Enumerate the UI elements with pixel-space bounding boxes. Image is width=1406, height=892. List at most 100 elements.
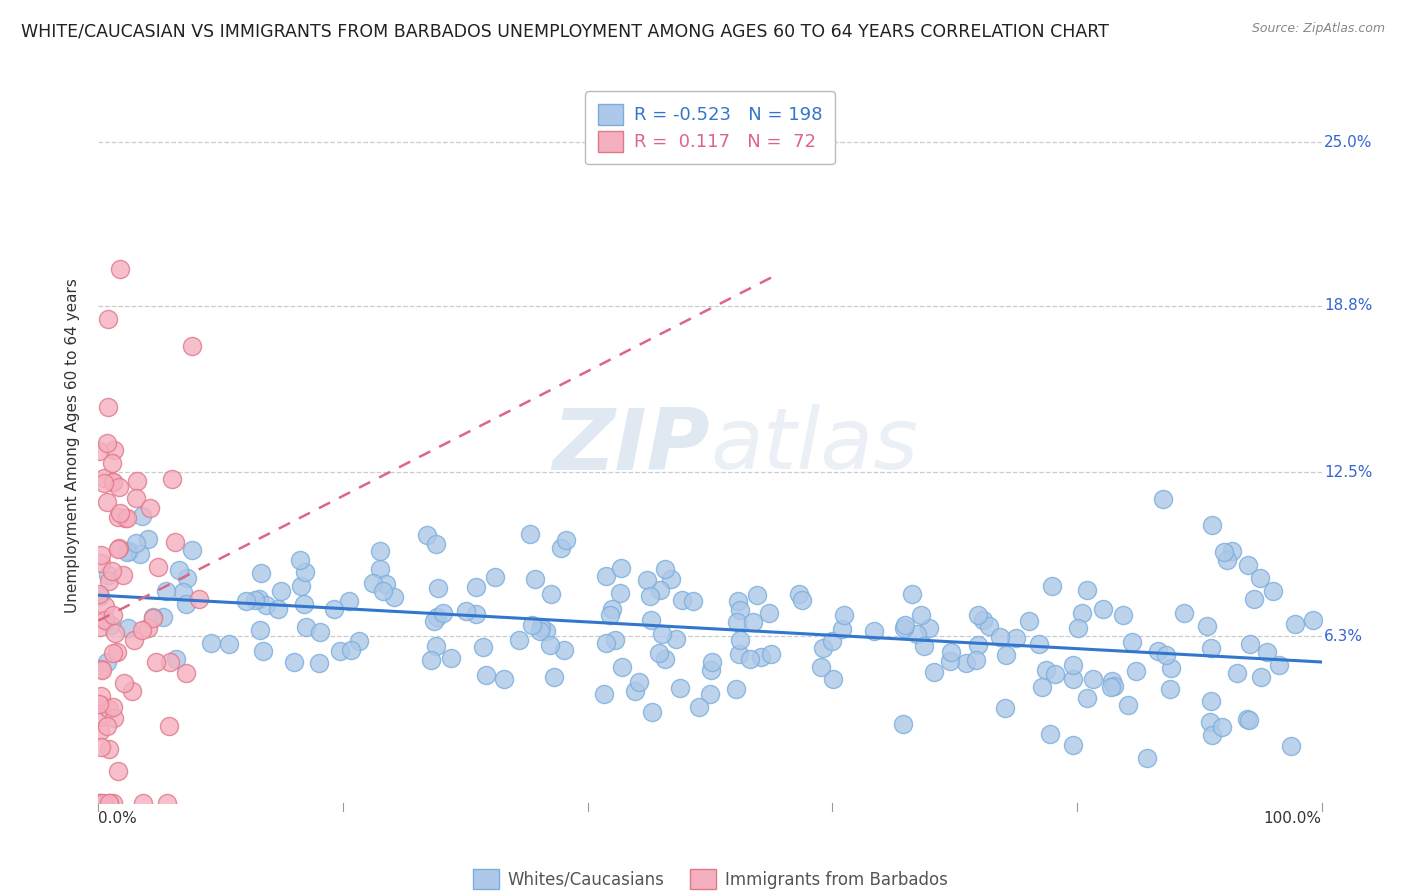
Point — [599, 608, 621, 623]
Point — [155, 583, 177, 598]
Point — [309, 625, 332, 640]
Point — [188, 592, 211, 607]
Point — [426, 581, 449, 595]
Point — [595, 569, 617, 583]
Point — [550, 541, 572, 555]
Point — [1091, 601, 1114, 615]
Point — [294, 619, 316, 633]
Point — [519, 527, 541, 541]
Point — [308, 657, 330, 671]
Point — [101, 475, 124, 489]
Point — [1099, 680, 1122, 694]
Point — [1154, 648, 1177, 663]
Point — [738, 652, 761, 666]
Point — [700, 663, 723, 677]
Point — [745, 588, 768, 602]
Point — [105, 645, 128, 659]
Point — [727, 593, 749, 607]
Point — [810, 659, 832, 673]
Point — [122, 632, 145, 647]
Point — [1066, 621, 1088, 635]
Point — [790, 593, 813, 607]
Point — [97, 312, 120, 326]
Point — [90, 740, 112, 755]
Legend: Whites/Caucasians, Immigrants from Barbados: Whites/Caucasians, Immigrants from Barba… — [464, 861, 956, 892]
Point — [1268, 658, 1291, 673]
Point — [831, 622, 853, 636]
Point — [125, 491, 148, 505]
Point — [1031, 680, 1053, 694]
Point — [200, 636, 222, 650]
Point — [283, 655, 305, 669]
Point — [979, 619, 1001, 633]
Point — [893, 621, 915, 635]
Point — [641, 706, 664, 720]
Point — [93, 471, 115, 485]
Point — [329, 644, 352, 658]
Point — [349, 633, 371, 648]
Point — [1062, 738, 1084, 752]
Point — [90, 548, 112, 562]
Point — [638, 589, 661, 603]
Point — [1250, 670, 1272, 684]
Point — [918, 621, 941, 635]
Text: 12.5%: 12.5% — [1324, 465, 1372, 480]
Point — [250, 566, 273, 580]
Point — [640, 613, 662, 627]
Point — [371, 584, 394, 599]
Point — [787, 587, 810, 601]
Point — [110, 261, 132, 276]
Point — [96, 494, 118, 508]
Point — [1104, 679, 1126, 693]
Point — [89, 620, 111, 634]
Point — [741, 615, 763, 629]
Point — [107, 510, 129, 524]
Point — [127, 474, 149, 488]
Point — [1159, 681, 1181, 696]
Point — [97, 574, 120, 589]
Point — [96, 719, 118, 733]
Point — [1249, 571, 1271, 585]
Point — [425, 639, 447, 653]
Point — [1302, 613, 1324, 627]
Point — [1081, 672, 1104, 686]
Point — [1076, 690, 1098, 705]
Point — [339, 643, 361, 657]
Point — [292, 597, 315, 611]
Point — [988, 630, 1011, 644]
Point — [1279, 739, 1302, 754]
Point — [91, 698, 114, 712]
Point — [112, 675, 135, 690]
Text: 6.3%: 6.3% — [1324, 629, 1362, 644]
Point — [727, 647, 749, 661]
Point — [967, 607, 990, 622]
Point — [821, 634, 844, 648]
Point — [758, 606, 780, 620]
Point — [361, 576, 384, 591]
Text: Source: ZipAtlas.com: Source: ZipAtlas.com — [1251, 22, 1385, 36]
Point — [553, 643, 575, 657]
Point — [702, 656, 724, 670]
Point — [1243, 592, 1265, 607]
Point — [1201, 728, 1223, 742]
Point — [108, 480, 131, 494]
Text: 25.0%: 25.0% — [1324, 135, 1372, 150]
Point — [1216, 553, 1239, 567]
Point — [432, 606, 454, 620]
Point — [912, 640, 935, 654]
Point — [87, 443, 110, 458]
Point — [97, 741, 120, 756]
Point — [967, 638, 990, 652]
Point — [128, 547, 150, 561]
Point — [1212, 545, 1234, 559]
Point — [165, 652, 187, 666]
Point — [90, 710, 112, 724]
Point — [471, 640, 494, 654]
Point — [138, 501, 160, 516]
Point — [174, 666, 197, 681]
Point — [111, 567, 134, 582]
Point — [101, 796, 124, 810]
Point — [893, 618, 915, 632]
Point — [636, 574, 658, 588]
Point — [440, 650, 463, 665]
